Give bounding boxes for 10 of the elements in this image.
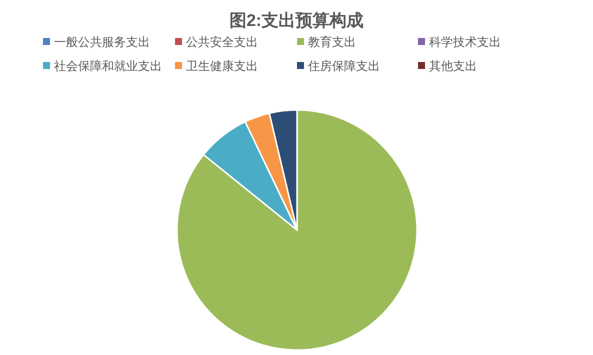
pie-slice bbox=[176, 109, 418, 351]
legend-label: 教育支出 bbox=[308, 35, 356, 49]
legend-label: 卫生健康支出 bbox=[186, 59, 258, 73]
chart-title: 图2:支出预算构成 bbox=[229, 11, 364, 30]
legend-label: 社会保障和就业支出 bbox=[54, 59, 162, 73]
legend-label: 一般公共服务支出 bbox=[54, 35, 150, 49]
legend-label: 住房保障支出 bbox=[307, 59, 380, 73]
legend-label: 其他支出 bbox=[429, 59, 477, 73]
legend-label: 科学技术支出 bbox=[429, 35, 501, 49]
legend-label: 公共安全支出 bbox=[186, 35, 258, 49]
